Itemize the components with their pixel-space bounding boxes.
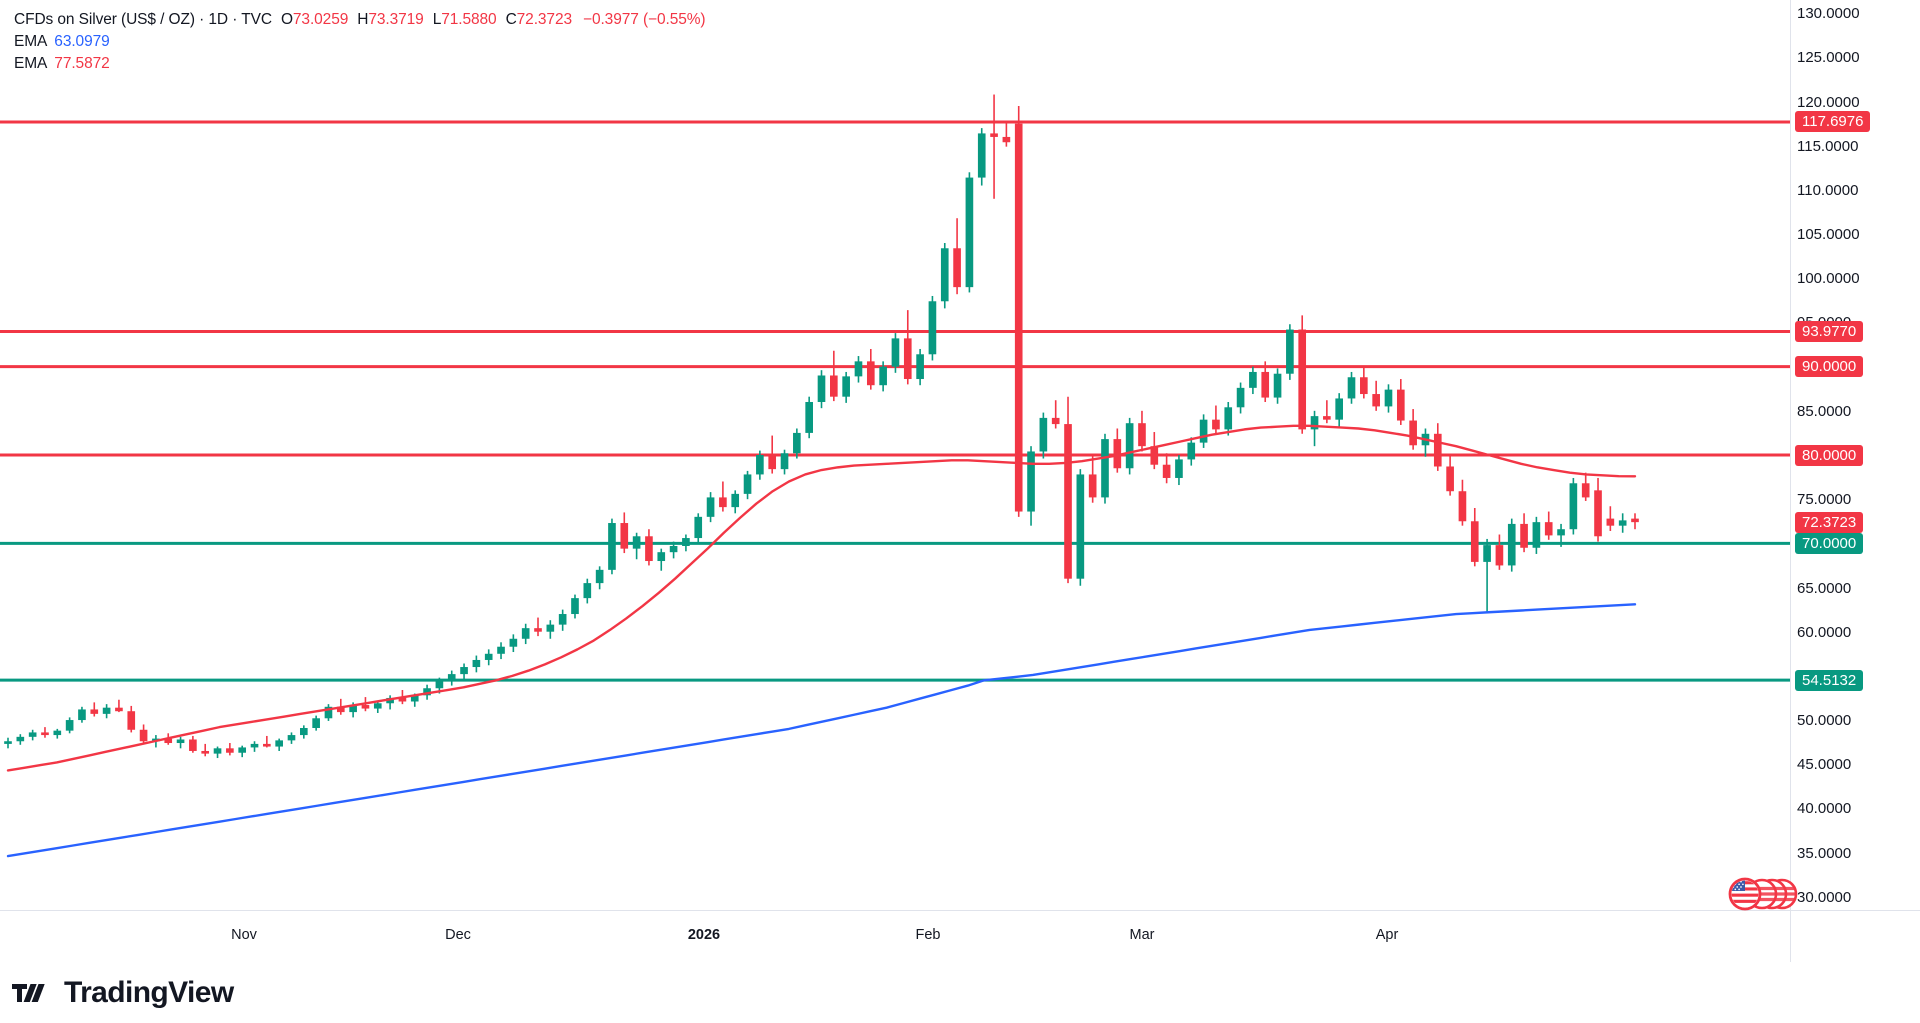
tradingview-logo[interactable]: TradingView [12,976,234,1010]
price-tick: 130.0000 [1797,5,1860,23]
chart-plot-area[interactable] [0,0,1790,910]
ohlc-high-value: 73.3719 [368,11,424,28]
ohlc-open: O73.0259 [281,9,348,31]
price-tick: 75.0000 [1797,491,1852,509]
ohlc-open-value: 73.0259 [292,11,349,28]
time-tick: Mar [1129,927,1155,943]
ohlc-close-key: C [505,11,517,28]
price-tick: 85.0000 [1797,402,1852,420]
symbol-title: CFDs on Silver (US$ / OZ) · 1D · TVC [14,11,272,28]
ema-slow-label: EMA [14,33,48,50]
ohlc-open-key: O [280,11,293,28]
price-tick: 125.0000 [1797,49,1860,67]
price-tick: 120.0000 [1797,93,1860,111]
ohlc-low-key: L [432,11,442,28]
footer-bar: TradingView [0,962,1920,1023]
legend-ema-fast-row[interactable]: EMA 77.5872 [14,53,706,75]
price-axis-label[interactable]: 117.6976 [1795,111,1871,133]
price-axis-label[interactable]: 54.5132 [1795,669,1864,691]
ohlc-high-key: H [357,11,369,28]
ema-fast-value: 77.5872 [54,55,110,72]
time-axis[interactable]: Nov Dec 2026 Feb Mar Apr [0,910,1790,962]
ohlc-low-value: 71.5880 [441,11,497,28]
price-tick: 60.0000 [1797,623,1852,641]
price-axis-label[interactable]: 93.9770 [1795,321,1864,342]
ema-slow-line [6,603,1637,858]
price-axis[interactable]: 130.0000 125.0000 120.0000 115.0000 110.0000… [1790,0,1920,910]
price-tick: 100.0000 [1797,270,1860,288]
ema-fast-line [6,424,1637,772]
tradingview-wordmark: TradingView [64,975,234,1009]
price-tick: 115.0000 [1797,137,1859,155]
price-tick: 30.0000 [1797,888,1852,906]
candlestick-series [4,94,1639,759]
price-axis-label[interactable]: 72.3723 [1795,511,1864,533]
ohlc-high: H73.3719 [357,9,424,31]
time-tick: 2026 [687,927,721,943]
chart-legend: CFDs on Silver (US$ / OZ) · 1D · TVC O73… [14,9,706,75]
ohlc-close: C72.3723 [505,9,573,31]
price-tick: 50.0000 [1797,712,1852,730]
time-tick: Nov [231,927,257,943]
time-tick: Dec [445,927,471,943]
candlestick-svg [0,94,1790,858]
price-tick: 45.0000 [1797,756,1852,774]
ohlc-low: L71.5880 [433,9,497,31]
time-tick: Apr [1375,927,1399,943]
price-tick: 65.0000 [1797,579,1852,597]
ema-fast-label: EMA [14,55,48,72]
ema-slow-value: 63.0979 [54,33,110,50]
legend-symbol-row[interactable]: CFDs on Silver (US$ / OZ) · 1D · TVC O73… [14,9,706,31]
us-flag-badge-stack-icon [1724,874,1798,914]
tradingview-mark-icon [12,983,45,1002]
price-tick: 35.0000 [1797,844,1852,862]
price-axis-label[interactable]: 90.0000 [1795,356,1864,378]
time-tick: Feb [915,927,941,943]
axis-corner [1790,910,1920,962]
price-tick: 110.0000 [1797,181,1859,199]
price-tick: 40.0000 [1797,800,1852,818]
price-tick: 105.0000 [1797,226,1860,244]
horizontal-price-lines [0,120,1790,682]
price-change: −0.3977 (−0.55%) [583,11,706,28]
legend-ema-slow-row[interactable]: EMA 63.0979 [14,31,706,53]
ohlc-close-value: 72.3723 [516,11,572,28]
price-axis-label[interactable]: 70.0000 [1795,532,1864,554]
price-axis-label[interactable]: 80.0000 [1795,444,1864,466]
